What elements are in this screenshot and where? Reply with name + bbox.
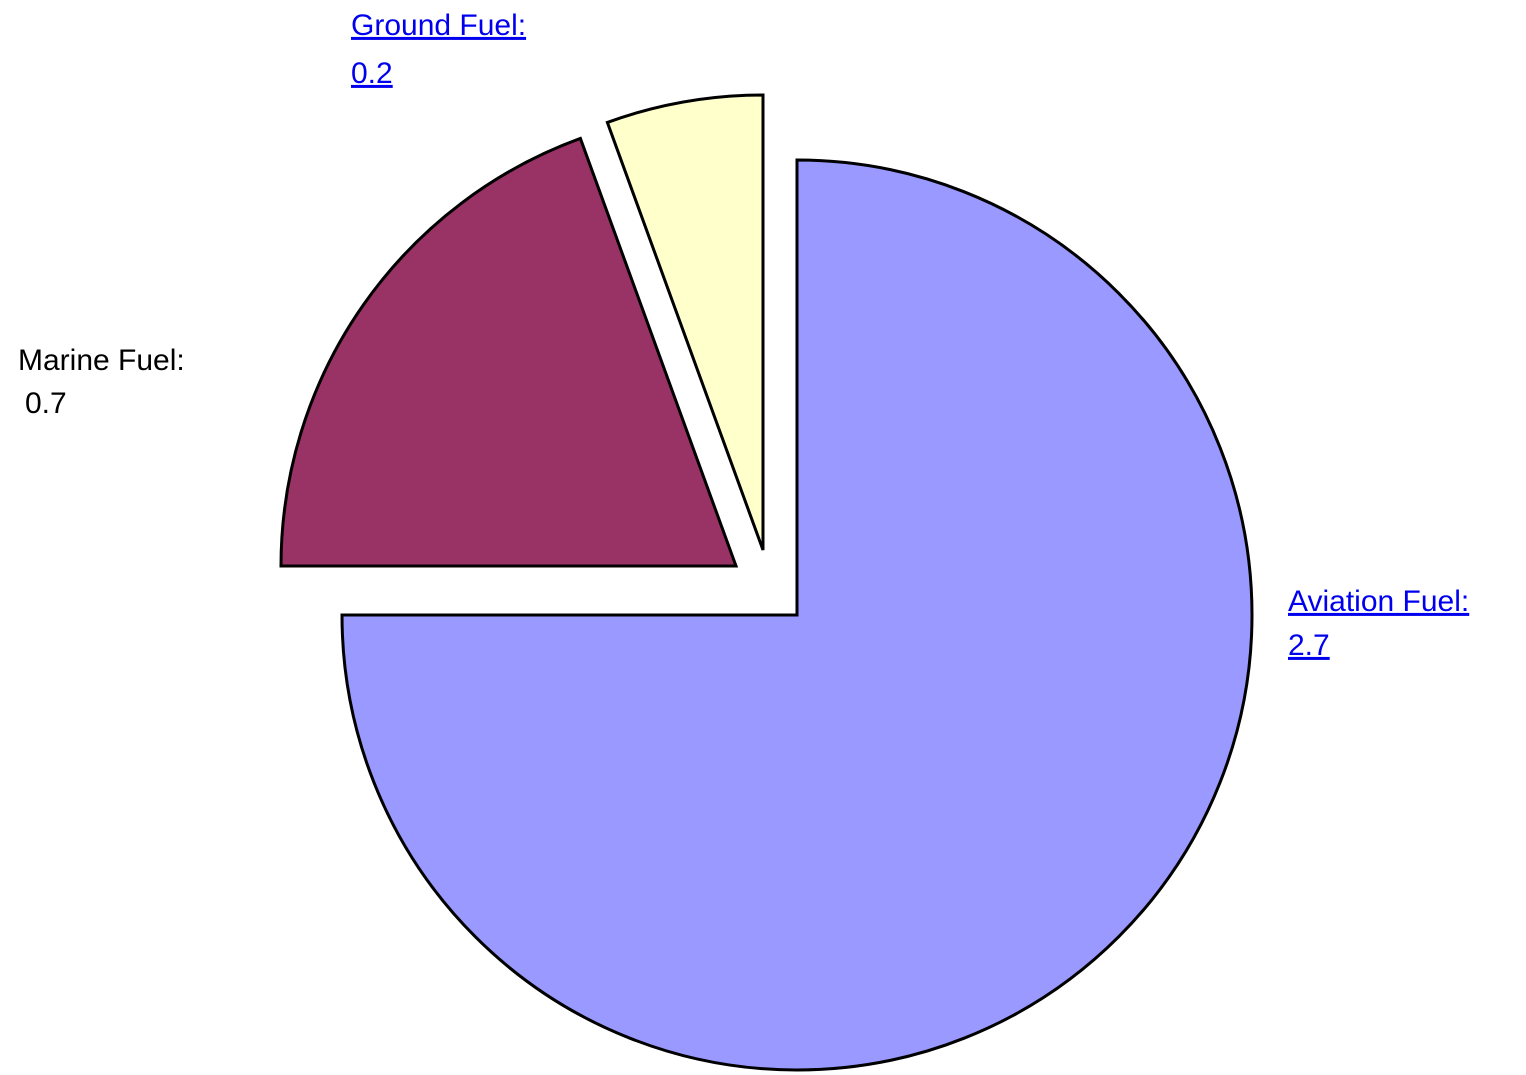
slice-label[interactable]: Ground Fuel: <box>351 9 526 42</box>
slice-label: Marine Fuel: <box>18 344 185 377</box>
slice-value[interactable]: 0.2 <box>351 57 393 90</box>
slice-label[interactable]: Aviation Fuel: <box>1288 585 1469 618</box>
slice-value[interactable]: 2.7 <box>1288 629 1330 662</box>
pie-slice <box>605 93 765 551</box>
pie-slice <box>279 136 739 568</box>
slice-value: 0.7 <box>25 387 67 420</box>
pie-slice <box>340 158 1254 1072</box>
